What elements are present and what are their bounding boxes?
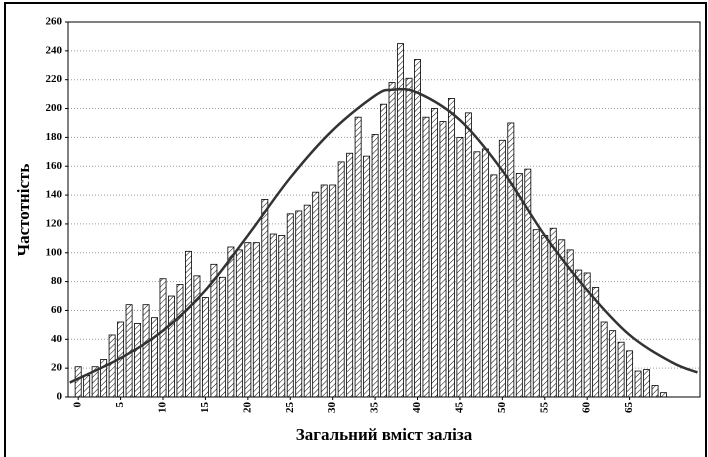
x-tick-label: 10 bbox=[157, 402, 169, 414]
bar bbox=[218, 276, 226, 398]
bar bbox=[507, 122, 515, 398]
bar bbox=[473, 151, 481, 398]
bar bbox=[481, 148, 489, 398]
y-tick-label: 40 bbox=[51, 333, 63, 345]
bar bbox=[312, 191, 320, 398]
bar bbox=[278, 235, 286, 398]
x-tick-label: 45 bbox=[453, 402, 465, 414]
x-tick-label: 0 bbox=[72, 402, 84, 408]
fit-curve bbox=[69, 87, 698, 384]
x-tick-label: 25 bbox=[284, 402, 296, 414]
bar bbox=[549, 227, 557, 398]
bar bbox=[456, 136, 464, 398]
bar bbox=[363, 155, 371, 398]
bar bbox=[439, 121, 447, 398]
bar bbox=[337, 161, 345, 398]
y-tick-label: 60 bbox=[51, 304, 63, 316]
bar bbox=[252, 242, 260, 398]
y-tick-label: 260 bbox=[46, 16, 63, 28]
x-tick-label: 60 bbox=[581, 402, 593, 414]
bar bbox=[541, 235, 549, 398]
bar bbox=[142, 304, 150, 398]
bar bbox=[176, 284, 184, 398]
bar bbox=[617, 341, 625, 398]
y-tick-label: 240 bbox=[46, 44, 63, 56]
y-tick-label: 80 bbox=[51, 275, 63, 287]
x-tick-label: 35 bbox=[369, 402, 381, 414]
y-tick-label: 120 bbox=[46, 217, 63, 229]
x-tick-label: 5 bbox=[114, 402, 126, 408]
bar bbox=[380, 103, 388, 398]
y-tick-label: 0 bbox=[57, 391, 63, 403]
bar bbox=[609, 330, 617, 398]
bar bbox=[320, 184, 328, 398]
bar bbox=[490, 174, 498, 398]
x-tick-label: 30 bbox=[326, 402, 338, 414]
bar bbox=[524, 168, 532, 398]
bar bbox=[108, 334, 116, 398]
bar bbox=[168, 295, 175, 398]
bar bbox=[74, 366, 82, 398]
bar bbox=[235, 249, 243, 398]
x-tick-label: 20 bbox=[241, 402, 253, 414]
x-axis-title: Загальний вміст заліза bbox=[296, 425, 473, 444]
x-tick-label: 40 bbox=[411, 402, 423, 414]
y-tick-label: 200 bbox=[46, 102, 63, 114]
bar bbox=[159, 278, 167, 398]
bar bbox=[575, 269, 583, 398]
y-tick-label: 140 bbox=[46, 189, 63, 201]
bar bbox=[397, 43, 404, 398]
bar bbox=[371, 134, 379, 398]
bar bbox=[515, 173, 523, 398]
bar bbox=[303, 204, 311, 398]
bar bbox=[269, 233, 277, 398]
bar bbox=[388, 82, 396, 398]
bar bbox=[201, 297, 209, 398]
bar bbox=[405, 77, 413, 398]
bar bbox=[498, 139, 506, 398]
bar bbox=[151, 317, 158, 398]
bar bbox=[244, 242, 252, 398]
bar bbox=[354, 116, 362, 398]
bar bbox=[83, 374, 91, 398]
y-tick-label: 160 bbox=[46, 160, 63, 172]
bar bbox=[634, 370, 642, 398]
bar bbox=[185, 250, 192, 398]
plot-border bbox=[67, 21, 701, 398]
bar bbox=[532, 229, 540, 398]
frame bbox=[4, 2, 707, 457]
bar bbox=[660, 392, 667, 398]
x-tick-label: 15 bbox=[199, 402, 211, 414]
bar bbox=[295, 210, 303, 398]
bar bbox=[651, 385, 659, 398]
bar bbox=[227, 246, 235, 398]
bar bbox=[414, 59, 421, 398]
bar bbox=[346, 152, 354, 398]
bar bbox=[600, 321, 608, 398]
bar bbox=[329, 184, 337, 398]
y-tick-label: 220 bbox=[46, 73, 63, 85]
bar bbox=[261, 199, 269, 398]
bar bbox=[134, 323, 142, 398]
bar bbox=[286, 213, 294, 398]
x-tick-label: 50 bbox=[496, 402, 508, 414]
bar bbox=[447, 98, 455, 398]
bar bbox=[431, 108, 438, 398]
y-tick-label: 180 bbox=[46, 131, 63, 143]
bar bbox=[422, 116, 430, 398]
bar bbox=[193, 275, 201, 398]
x-tick-label: 65 bbox=[623, 402, 635, 414]
bar bbox=[626, 350, 634, 398]
y-axis-title: Частотність bbox=[14, 164, 33, 257]
bar bbox=[643, 369, 651, 398]
y-tick-label: 100 bbox=[46, 246, 63, 258]
x-tick-label: 55 bbox=[538, 402, 550, 414]
y-tick-label: 20 bbox=[51, 362, 63, 374]
bar bbox=[464, 112, 472, 398]
